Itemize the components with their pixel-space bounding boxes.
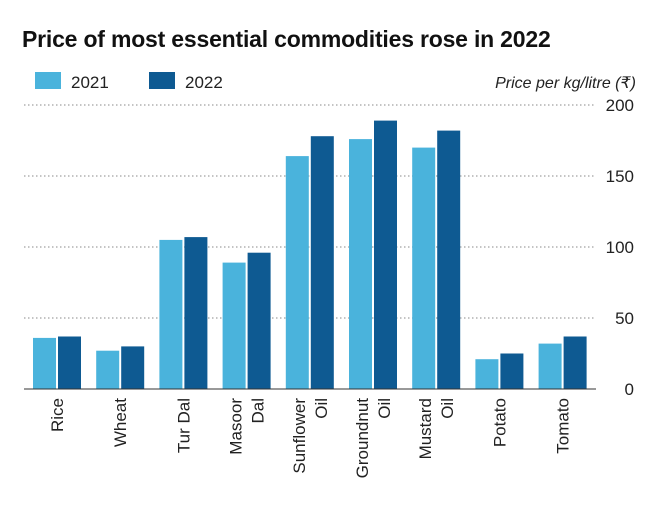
bar-tur-dal-2022 xyxy=(184,237,208,389)
y-tick-label-50: 50 xyxy=(615,309,634,328)
category-label-wheat: Wheat xyxy=(111,398,130,447)
bar-groundnut-oil-2022 xyxy=(374,120,397,389)
legend-label-2022: 2022 xyxy=(185,73,223,92)
bar-rice-2022 xyxy=(58,336,81,389)
category-label-tur-dal: Tur Dal xyxy=(174,398,193,453)
y-axis-ticks: 0 50 100 150 200 xyxy=(606,96,634,399)
category-label-sunflower: Sunflower xyxy=(290,398,309,474)
legend-swatch-2021 xyxy=(35,72,61,89)
category-label-potato: Potato xyxy=(490,398,509,447)
legend-label-2021: 2021 xyxy=(71,73,109,92)
bars xyxy=(33,120,587,389)
bar-tomato-2022 xyxy=(563,336,587,389)
y-tick-label-0: 0 xyxy=(625,380,634,399)
category-label-oil: Oil xyxy=(375,398,394,419)
bar-masoor-dal-2022 xyxy=(247,252,271,389)
chart-title: Price of most essential commodities rose… xyxy=(22,26,551,52)
bar-mustard-oil-2022 xyxy=(437,130,461,389)
category-label-masoor: Masoor xyxy=(227,398,246,455)
bar-potato-2022 xyxy=(500,353,524,389)
bar-tomato-2021 xyxy=(538,343,562,389)
y-tick-label-100: 100 xyxy=(606,238,634,257)
category-labels: Rice Wheat Tur Dal Masoor Dal Sunflower Oil Gro… xyxy=(48,398,573,479)
bar-wheat-2021 xyxy=(96,350,120,389)
bar-sunflower-oil-2022 xyxy=(310,136,334,389)
category-label-tomato: Tomato xyxy=(554,398,573,454)
category-label-groundnut: Groundnut xyxy=(353,398,372,479)
bar-tur-dal-2021 xyxy=(159,239,183,389)
category-label-rice: Rice xyxy=(48,398,67,432)
category-label-dal: Dal xyxy=(249,398,268,424)
y-axis-unit-label: Price per kg/litre (₹) xyxy=(495,75,636,92)
bar-potato-2021 xyxy=(475,359,499,389)
bar-sunflower-oil-2021 xyxy=(285,156,309,389)
y-tick-label-200: 200 xyxy=(606,96,634,115)
category-label-mustard: Mustard xyxy=(416,398,435,459)
legend-swatch-2022 xyxy=(149,72,175,89)
y-tick-label-150: 150 xyxy=(606,167,634,186)
gridlines xyxy=(24,104,596,319)
bar-groundnut-oil-2021 xyxy=(349,139,372,389)
bar-mustard-oil-2021 xyxy=(412,147,436,389)
bar-rice-2021 xyxy=(33,337,56,389)
bar-wheat-2022 xyxy=(121,346,145,389)
category-label-oil: Oil xyxy=(438,398,457,419)
legend: 2021 2022 xyxy=(35,72,223,92)
bar-masoor-dal-2021 xyxy=(222,262,246,389)
category-label-oil: Oil xyxy=(312,398,331,419)
